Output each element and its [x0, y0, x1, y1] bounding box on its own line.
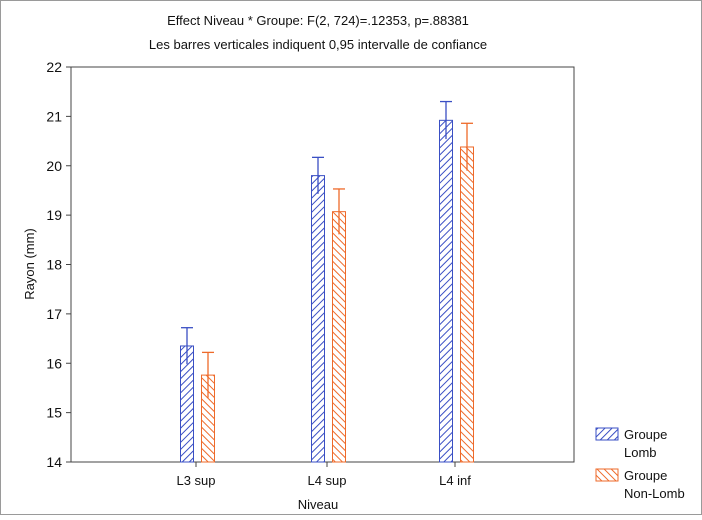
y-tick-label: 16: [46, 355, 62, 371]
y-axis-label: Rayon (mm): [22, 228, 37, 300]
bar-non-lomb: [460, 146, 474, 463]
x-axis-label: Niveau: [298, 497, 338, 512]
x-tick-label: L4 inf: [439, 473, 471, 488]
chart-title: Effect Niveau * Groupe: F(2, 724)=.12353…: [167, 13, 469, 28]
bar-lomb: [439, 119, 453, 463]
chart-subtitle: Les barres verticales indiquent 0,95 int…: [149, 37, 487, 52]
legend-label: Groupe: [624, 468, 667, 483]
y-tick-label: 14: [46, 454, 62, 470]
y-tick-label: 18: [46, 257, 62, 273]
legend-label: Non-Lomb: [624, 486, 685, 501]
y-tick-label: 15: [46, 405, 62, 421]
x-tick-label: L3 sup: [176, 473, 215, 488]
legend-swatch: [595, 427, 619, 441]
legend-swatch: [595, 468, 619, 482]
y-tick-label: 20: [46, 158, 62, 174]
y-tick-label: 21: [46, 108, 62, 124]
bar-non-lomb: [332, 211, 346, 463]
bar-lomb: [311, 175, 325, 463]
y-tick-label: 17: [46, 306, 62, 322]
legend-label: Lomb: [624, 445, 657, 460]
legend: Groupe Lomb Groupe Non-Lomb: [595, 427, 685, 501]
y-tick-label: 19: [46, 207, 62, 223]
bars-group: [180, 100, 474, 463]
y-axis: 14 15 16 17 18 19 20 21 22: [46, 59, 71, 470]
x-axis: L3 sup L4 sup L4 inf: [176, 462, 471, 488]
x-tick-label: L4 sup: [307, 473, 346, 488]
y-tick-label: 22: [46, 59, 62, 75]
legend-label: Groupe: [624, 427, 667, 442]
